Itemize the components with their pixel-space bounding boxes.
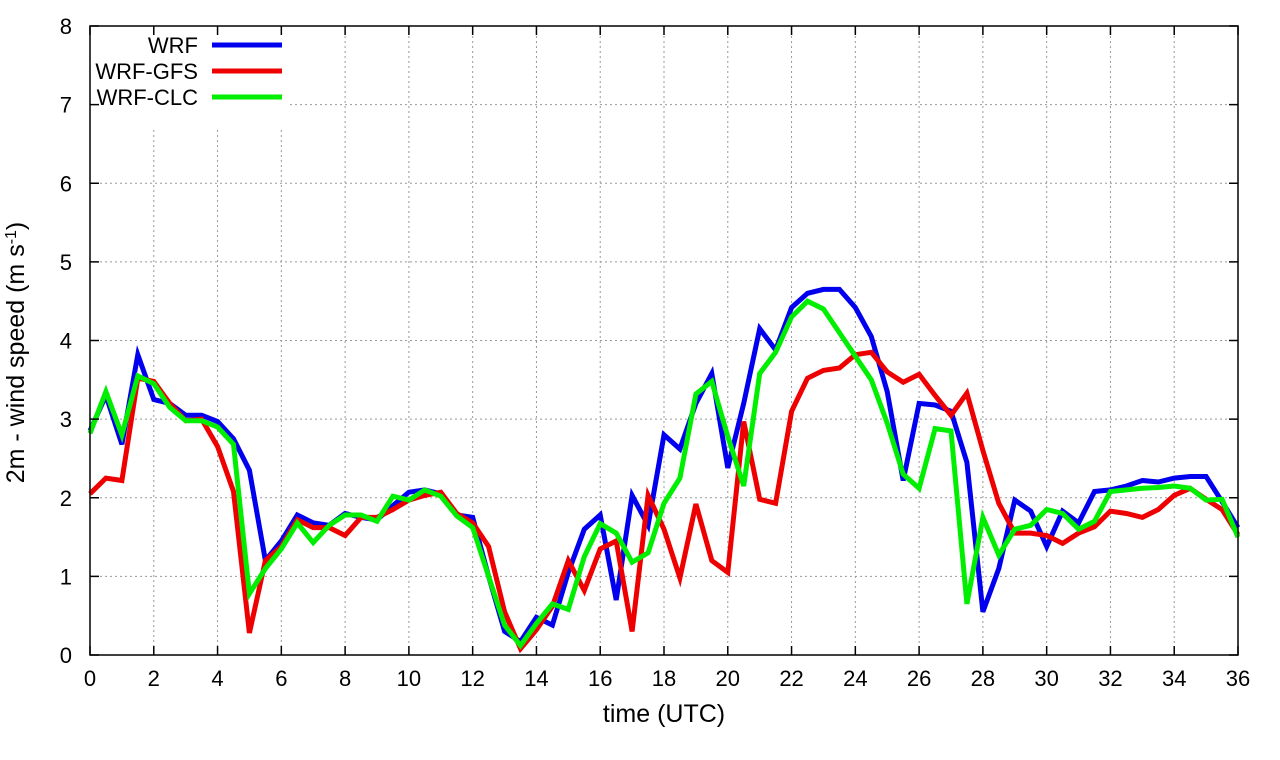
y-axis-title: 2m - wind speed (m s-1) <box>2 222 30 484</box>
x-tick-label: 0 <box>84 666 96 691</box>
x-tick-label: 20 <box>716 666 740 691</box>
x-tick-label: 26 <box>907 666 931 691</box>
x-tick-label: 14 <box>524 666 548 691</box>
x-tick-label: 30 <box>1034 666 1058 691</box>
x-tick-label: 24 <box>843 666 867 691</box>
x-tick-label: 34 <box>1162 666 1186 691</box>
x-tick-label: 32 <box>1098 666 1122 691</box>
x-tick-label: 16 <box>588 666 612 691</box>
y-tick-label: 3 <box>60 407 72 432</box>
series-line-wrf <box>87 286 1241 646</box>
x-tick-label: 22 <box>779 666 803 691</box>
y-tick-label: 4 <box>60 329 72 354</box>
y-tick-label: 5 <box>60 250 72 275</box>
x-tick-label: 28 <box>971 666 995 691</box>
y-axis-title-close: ) <box>2 222 30 230</box>
y-axis-title-main: 2m - wind speed (m s <box>2 244 30 483</box>
x-tick-label: 18 <box>652 666 676 691</box>
x-tick-label: 2 <box>148 666 160 691</box>
y-axis-title-superscript: -1 <box>3 230 20 244</box>
grid-lines <box>90 26 1238 655</box>
series-line-wrf-clc <box>87 298 1241 650</box>
x-tick-label: 12 <box>460 666 484 691</box>
x-tick-label: 10 <box>397 666 421 691</box>
x-tick-label: 36 <box>1226 666 1250 691</box>
legend-label: WRF-CLC <box>97 85 199 110</box>
legend-label: WRF <box>148 33 198 58</box>
x-axis-title: time (UTC) <box>603 700 725 728</box>
x-tick-label: 4 <box>211 666 223 691</box>
series-lines <box>87 286 1241 654</box>
y-tick-label: 0 <box>60 643 72 668</box>
y-tick-label: 7 <box>60 93 72 118</box>
x-tick-label: 6 <box>275 666 287 691</box>
y-tick-label: 6 <box>60 171 72 196</box>
x-tick-label: 8 <box>339 666 351 691</box>
y-tick-label: 8 <box>60 14 72 39</box>
y-tick-label: 2 <box>60 486 72 511</box>
axis-ticks: 0 2 4 6 8 10 12 14 16 18 20 22 24 26 28 30 32 34 360123456… <box>60 14 1250 691</box>
legend-label: WRF-GFS <box>95 59 198 84</box>
y-tick-label: 1 <box>60 564 72 589</box>
